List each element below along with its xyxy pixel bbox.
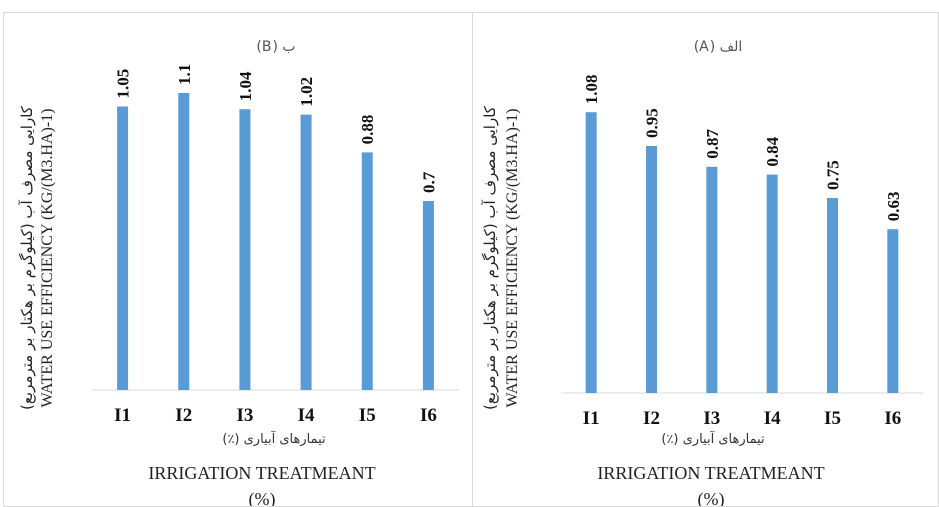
chart-a-ylabel-fa: کارایی مصرف آب (کیلوگرم بر هکتار بر مترم… [481, 105, 499, 410]
tick-label-i4: I4 [298, 405, 315, 426]
chart-a-bars: 1.08 I1 0.95 I2 0.87 I3 0.84 I4 0.75 I5 0.63 I6 [561, 74, 923, 429]
tick-label-i6: I6 [884, 408, 901, 429]
tick-label-i2: I2 [175, 405, 192, 426]
chart-b-xlabel-fa: تیمارهای آبیاری (٪) [222, 430, 326, 447]
bar-i1 [585, 112, 597, 393]
data-label-i6: 0.63 [884, 191, 903, 221]
data-label-i1: 1.08 [582, 74, 601, 104]
bar-i1 [117, 106, 129, 390]
chart-b-ylabel-fa: کارایی مصرف آب (کیلوگرم بر هکتار بر مترم… [18, 105, 36, 410]
chart-a-svg: کارایی مصرف آب (کیلوگرم بر هکتار بر مترم… [481, 39, 923, 507]
data-label-i4: 0.84 [763, 136, 782, 166]
data-label-i1: 1.05 [114, 69, 133, 99]
bar-i4 [766, 174, 778, 393]
chart-b-xlabel-unit: (%) [249, 489, 276, 507]
data-label-i3: 1.04 [236, 71, 255, 101]
bar-i3 [239, 109, 251, 390]
chart-a-ylabel-en: WATER USE EFFICIENCY (KG/(M3.HA)-1) [504, 109, 521, 408]
tick-label-i5: I5 [824, 408, 841, 429]
tick-label-i5: I5 [359, 405, 376, 426]
tick-label-i4: I4 [764, 408, 781, 429]
data-label-i5: 0.75 [824, 160, 843, 190]
chart-a-xlabel-unit: (%) [698, 489, 725, 507]
tick-label-i2: I2 [643, 408, 660, 429]
tick-label-i3: I3 [703, 408, 720, 429]
data-label-i5: 0.88 [358, 115, 377, 145]
bar-i5 [361, 152, 373, 390]
chart-a-xlabel-fa: تیمارهای آبیاری (٪) [661, 430, 765, 447]
data-label-i2: 1.1 [175, 64, 194, 85]
chart-b-bars: 1.05 I1 1.1 I2 1.04 I3 1.02 I4 0.88 I5 0.7 I6 [92, 64, 459, 426]
tick-label-i3: I3 [236, 405, 253, 426]
chart-b-xlabel-en: IRRIGATION TREATMEANT [148, 463, 375, 483]
chart-a-title: الف (A) [694, 39, 743, 55]
data-label-i3: 0.87 [703, 129, 722, 159]
tick-label-i1: I1 [114, 405, 131, 426]
bar-i3 [706, 166, 718, 393]
bar-i6 [887, 229, 899, 393]
data-label-i2: 0.95 [643, 108, 662, 138]
chart-b-ylabel-en: WATER USE EFFICIENCY (KG/(M3.HA)-1) [39, 109, 56, 408]
chart-panel-a: کارایی مصرف آب (کیلوگرم بر هکتار بر مترم… [472, 12, 939, 507]
chart-panel-b: کارایی مصرف آب (کیلوگرم بر هکتار بر مترم… [3, 12, 473, 507]
chart-b-title: ب (B) [256, 39, 295, 55]
tick-label-i1: I1 [583, 408, 600, 429]
bar-i2 [178, 93, 190, 390]
bar-i4 [300, 114, 312, 390]
data-label-i6: 0.7 [419, 171, 438, 193]
chart-b-svg: کارایی مصرف آب (کیلوگرم بر هکتار بر مترم… [18, 39, 459, 507]
bar-i6 [422, 201, 434, 390]
chart-a-xlabel-en: IRRIGATION TREATMEANT [597, 463, 824, 483]
bar-i5 [827, 198, 838, 393]
bar-i2 [646, 146, 657, 393]
data-label-i4: 1.02 [297, 77, 316, 107]
tick-label-i6: I6 [420, 405, 437, 426]
